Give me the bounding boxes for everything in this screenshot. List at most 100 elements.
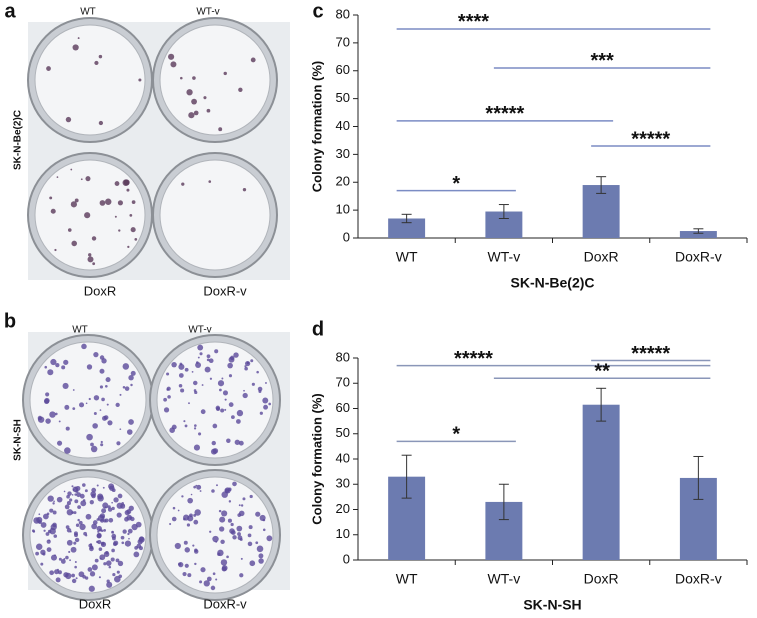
colony (56, 176, 59, 179)
colony (120, 535, 125, 540)
colony (60, 559, 66, 564)
colony (259, 514, 266, 521)
colony (74, 493, 77, 496)
colony (119, 393, 122, 396)
colony (103, 551, 110, 558)
colony (58, 557, 62, 561)
colony (97, 530, 100, 533)
plate (34, 24, 146, 136)
colony (91, 564, 98, 571)
colony (103, 562, 107, 566)
plate-label: DoxR-v (203, 283, 247, 298)
colony (92, 262, 96, 266)
colony (49, 508, 54, 513)
colony (184, 424, 188, 428)
colony (98, 120, 104, 126)
colony (80, 178, 83, 181)
colony (80, 500, 87, 507)
x-tick-label: DoxR (584, 249, 619, 265)
colony (135, 521, 142, 528)
colony (199, 352, 203, 356)
colony (192, 380, 198, 386)
colony (101, 508, 107, 514)
colony (232, 481, 237, 487)
colony (66, 501, 71, 506)
y-tick-label: 30 (336, 146, 350, 161)
colony (52, 510, 57, 515)
y-tick-label: 0 (343, 229, 350, 244)
y-tick-label: 20 (336, 501, 350, 516)
colony (53, 500, 55, 503)
y-tick-label: 70 (336, 34, 350, 49)
colony (45, 392, 50, 397)
colony (238, 440, 244, 446)
colony (66, 509, 73, 516)
colony (218, 509, 222, 513)
plate-label: DoxR-v (203, 596, 247, 611)
colony (197, 344, 204, 351)
y-tick-label: 80 (336, 6, 350, 21)
colony (130, 227, 136, 233)
colony (65, 525, 70, 529)
plate-label: WT (72, 325, 88, 336)
colony (79, 402, 85, 408)
colony (228, 374, 233, 378)
colony (84, 489, 88, 493)
colony (134, 545, 138, 550)
colony (181, 182, 185, 186)
colony (186, 523, 191, 527)
colony (75, 523, 80, 527)
colony (65, 116, 72, 123)
error-bar (401, 454, 412, 499)
colony (228, 402, 234, 408)
colony (103, 415, 109, 420)
colony (82, 483, 86, 487)
y-tick-label: 60 (336, 400, 350, 415)
colony (166, 388, 169, 391)
x-tick-label: DoxR (584, 571, 619, 587)
colony (77, 518, 80, 522)
colony (45, 532, 50, 536)
colony (217, 549, 224, 557)
colony (98, 547, 103, 551)
colony (244, 366, 248, 371)
colony (230, 530, 236, 535)
panel-letter: b (4, 310, 16, 332)
colony (193, 110, 199, 116)
colony (75, 577, 78, 580)
colony (187, 515, 194, 522)
significance-label: ***** (631, 128, 670, 150)
colony (104, 506, 107, 509)
colony (87, 567, 93, 572)
colony (266, 535, 273, 542)
colony (171, 361, 177, 368)
colony (168, 53, 175, 60)
colony (101, 397, 105, 402)
colony (108, 517, 114, 523)
colony (250, 57, 256, 63)
colony (100, 440, 103, 444)
y-tick-label: 50 (336, 90, 350, 105)
colony (105, 198, 112, 205)
y-tick-label: 20 (336, 174, 350, 189)
colony (255, 541, 259, 545)
colony (194, 548, 198, 552)
y-tick-label: 30 (336, 476, 350, 491)
colony (174, 542, 181, 550)
colony (44, 365, 48, 369)
colony (35, 551, 40, 556)
colony (219, 516, 226, 523)
colony (221, 510, 228, 517)
colony (90, 442, 94, 447)
colony (169, 427, 175, 433)
colony (108, 565, 112, 569)
colony (212, 572, 216, 576)
plate (156, 476, 274, 594)
y-tick-label: 60 (336, 62, 350, 77)
colony (73, 541, 77, 545)
colony (203, 580, 210, 587)
colony (79, 493, 85, 499)
colony (188, 402, 190, 405)
colony (193, 485, 197, 489)
